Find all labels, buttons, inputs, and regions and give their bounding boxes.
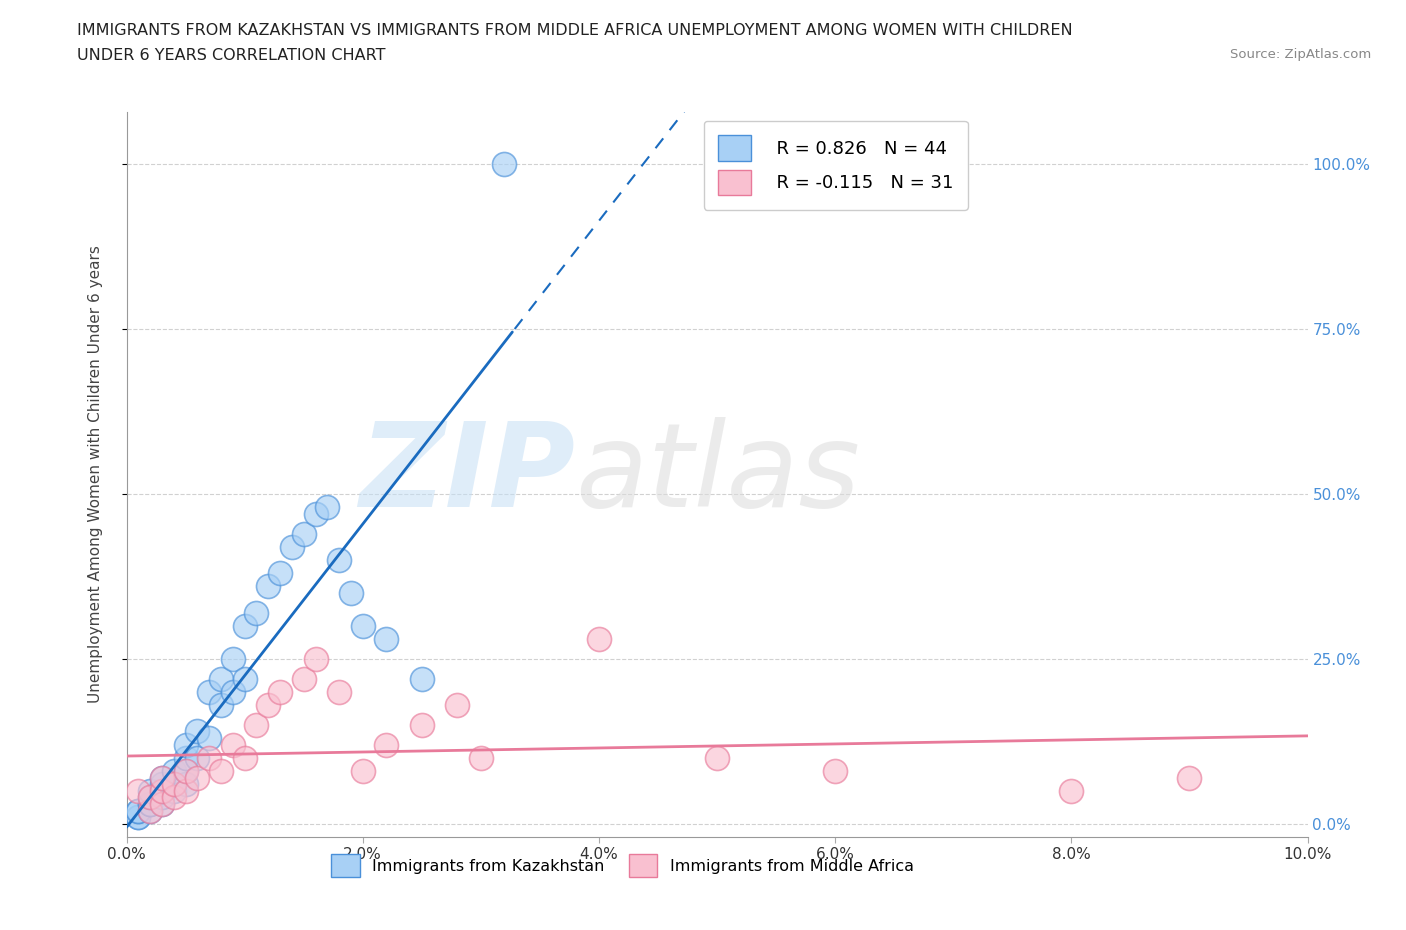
Point bbox=[328, 684, 350, 699]
Point bbox=[163, 764, 186, 778]
Point bbox=[269, 565, 291, 580]
Point bbox=[186, 724, 208, 739]
Point bbox=[269, 684, 291, 699]
Point bbox=[257, 579, 280, 594]
Point bbox=[139, 790, 162, 804]
Point bbox=[186, 770, 208, 785]
Point bbox=[292, 671, 315, 686]
Point bbox=[163, 777, 186, 791]
Point bbox=[163, 777, 186, 791]
Point bbox=[257, 698, 280, 712]
Point bbox=[198, 751, 221, 765]
Point bbox=[150, 783, 173, 798]
Legend: Immigrants from Kazakhstan, Immigrants from Middle Africa: Immigrants from Kazakhstan, Immigrants f… bbox=[325, 848, 921, 884]
Point bbox=[139, 783, 162, 798]
Point bbox=[150, 797, 173, 812]
Point bbox=[470, 751, 492, 765]
Point bbox=[588, 631, 610, 646]
Point bbox=[411, 671, 433, 686]
Text: ZIP: ZIP bbox=[360, 417, 575, 532]
Point bbox=[233, 671, 256, 686]
Point bbox=[375, 631, 398, 646]
Point bbox=[233, 618, 256, 633]
Point bbox=[233, 751, 256, 765]
Point bbox=[375, 737, 398, 752]
Point bbox=[139, 790, 162, 804]
Point bbox=[174, 764, 197, 778]
Point bbox=[222, 652, 245, 667]
Point bbox=[222, 737, 245, 752]
Point bbox=[127, 804, 149, 818]
Point bbox=[316, 499, 339, 514]
Point bbox=[198, 731, 221, 746]
Point bbox=[222, 684, 245, 699]
Point bbox=[150, 770, 173, 785]
Point bbox=[174, 737, 197, 752]
Point bbox=[706, 751, 728, 765]
Point bbox=[411, 717, 433, 732]
Point bbox=[150, 777, 173, 791]
Point bbox=[304, 652, 326, 667]
Point bbox=[340, 586, 363, 601]
Point bbox=[281, 539, 304, 554]
Point bbox=[127, 783, 149, 798]
Point bbox=[139, 804, 162, 818]
Point bbox=[139, 797, 162, 812]
Point bbox=[150, 770, 173, 785]
Text: Source: ZipAtlas.com: Source: ZipAtlas.com bbox=[1230, 48, 1371, 61]
Point bbox=[150, 790, 173, 804]
Point bbox=[127, 804, 149, 818]
Point bbox=[198, 684, 221, 699]
Point bbox=[1178, 770, 1201, 785]
Point bbox=[139, 797, 162, 812]
Point bbox=[209, 764, 232, 778]
Point bbox=[174, 777, 197, 791]
Point bbox=[352, 618, 374, 633]
Point bbox=[163, 790, 186, 804]
Point bbox=[127, 810, 149, 825]
Point bbox=[245, 605, 267, 620]
Point bbox=[352, 764, 374, 778]
Point bbox=[494, 157, 516, 172]
Point bbox=[328, 552, 350, 567]
Point bbox=[150, 783, 173, 798]
Point bbox=[174, 751, 197, 765]
Text: atlas: atlas bbox=[575, 418, 860, 531]
Point bbox=[209, 698, 232, 712]
Point bbox=[446, 698, 468, 712]
Point bbox=[245, 717, 267, 732]
Point bbox=[174, 764, 197, 778]
Point bbox=[139, 804, 162, 818]
Point bbox=[174, 783, 197, 798]
Point bbox=[209, 671, 232, 686]
Y-axis label: Unemployment Among Women with Children Under 6 years: Unemployment Among Women with Children U… bbox=[89, 246, 103, 703]
Text: IMMIGRANTS FROM KAZAKHSTAN VS IMMIGRANTS FROM MIDDLE AFRICA UNEMPLOYMENT AMONG W: IMMIGRANTS FROM KAZAKHSTAN VS IMMIGRANTS… bbox=[77, 23, 1073, 38]
Point bbox=[304, 507, 326, 522]
Point bbox=[292, 526, 315, 541]
Point bbox=[150, 797, 173, 812]
Text: UNDER 6 YEARS CORRELATION CHART: UNDER 6 YEARS CORRELATION CHART bbox=[77, 48, 385, 63]
Point bbox=[163, 783, 186, 798]
Point bbox=[127, 810, 149, 825]
Point bbox=[824, 764, 846, 778]
Point bbox=[186, 751, 208, 765]
Point bbox=[1060, 783, 1083, 798]
